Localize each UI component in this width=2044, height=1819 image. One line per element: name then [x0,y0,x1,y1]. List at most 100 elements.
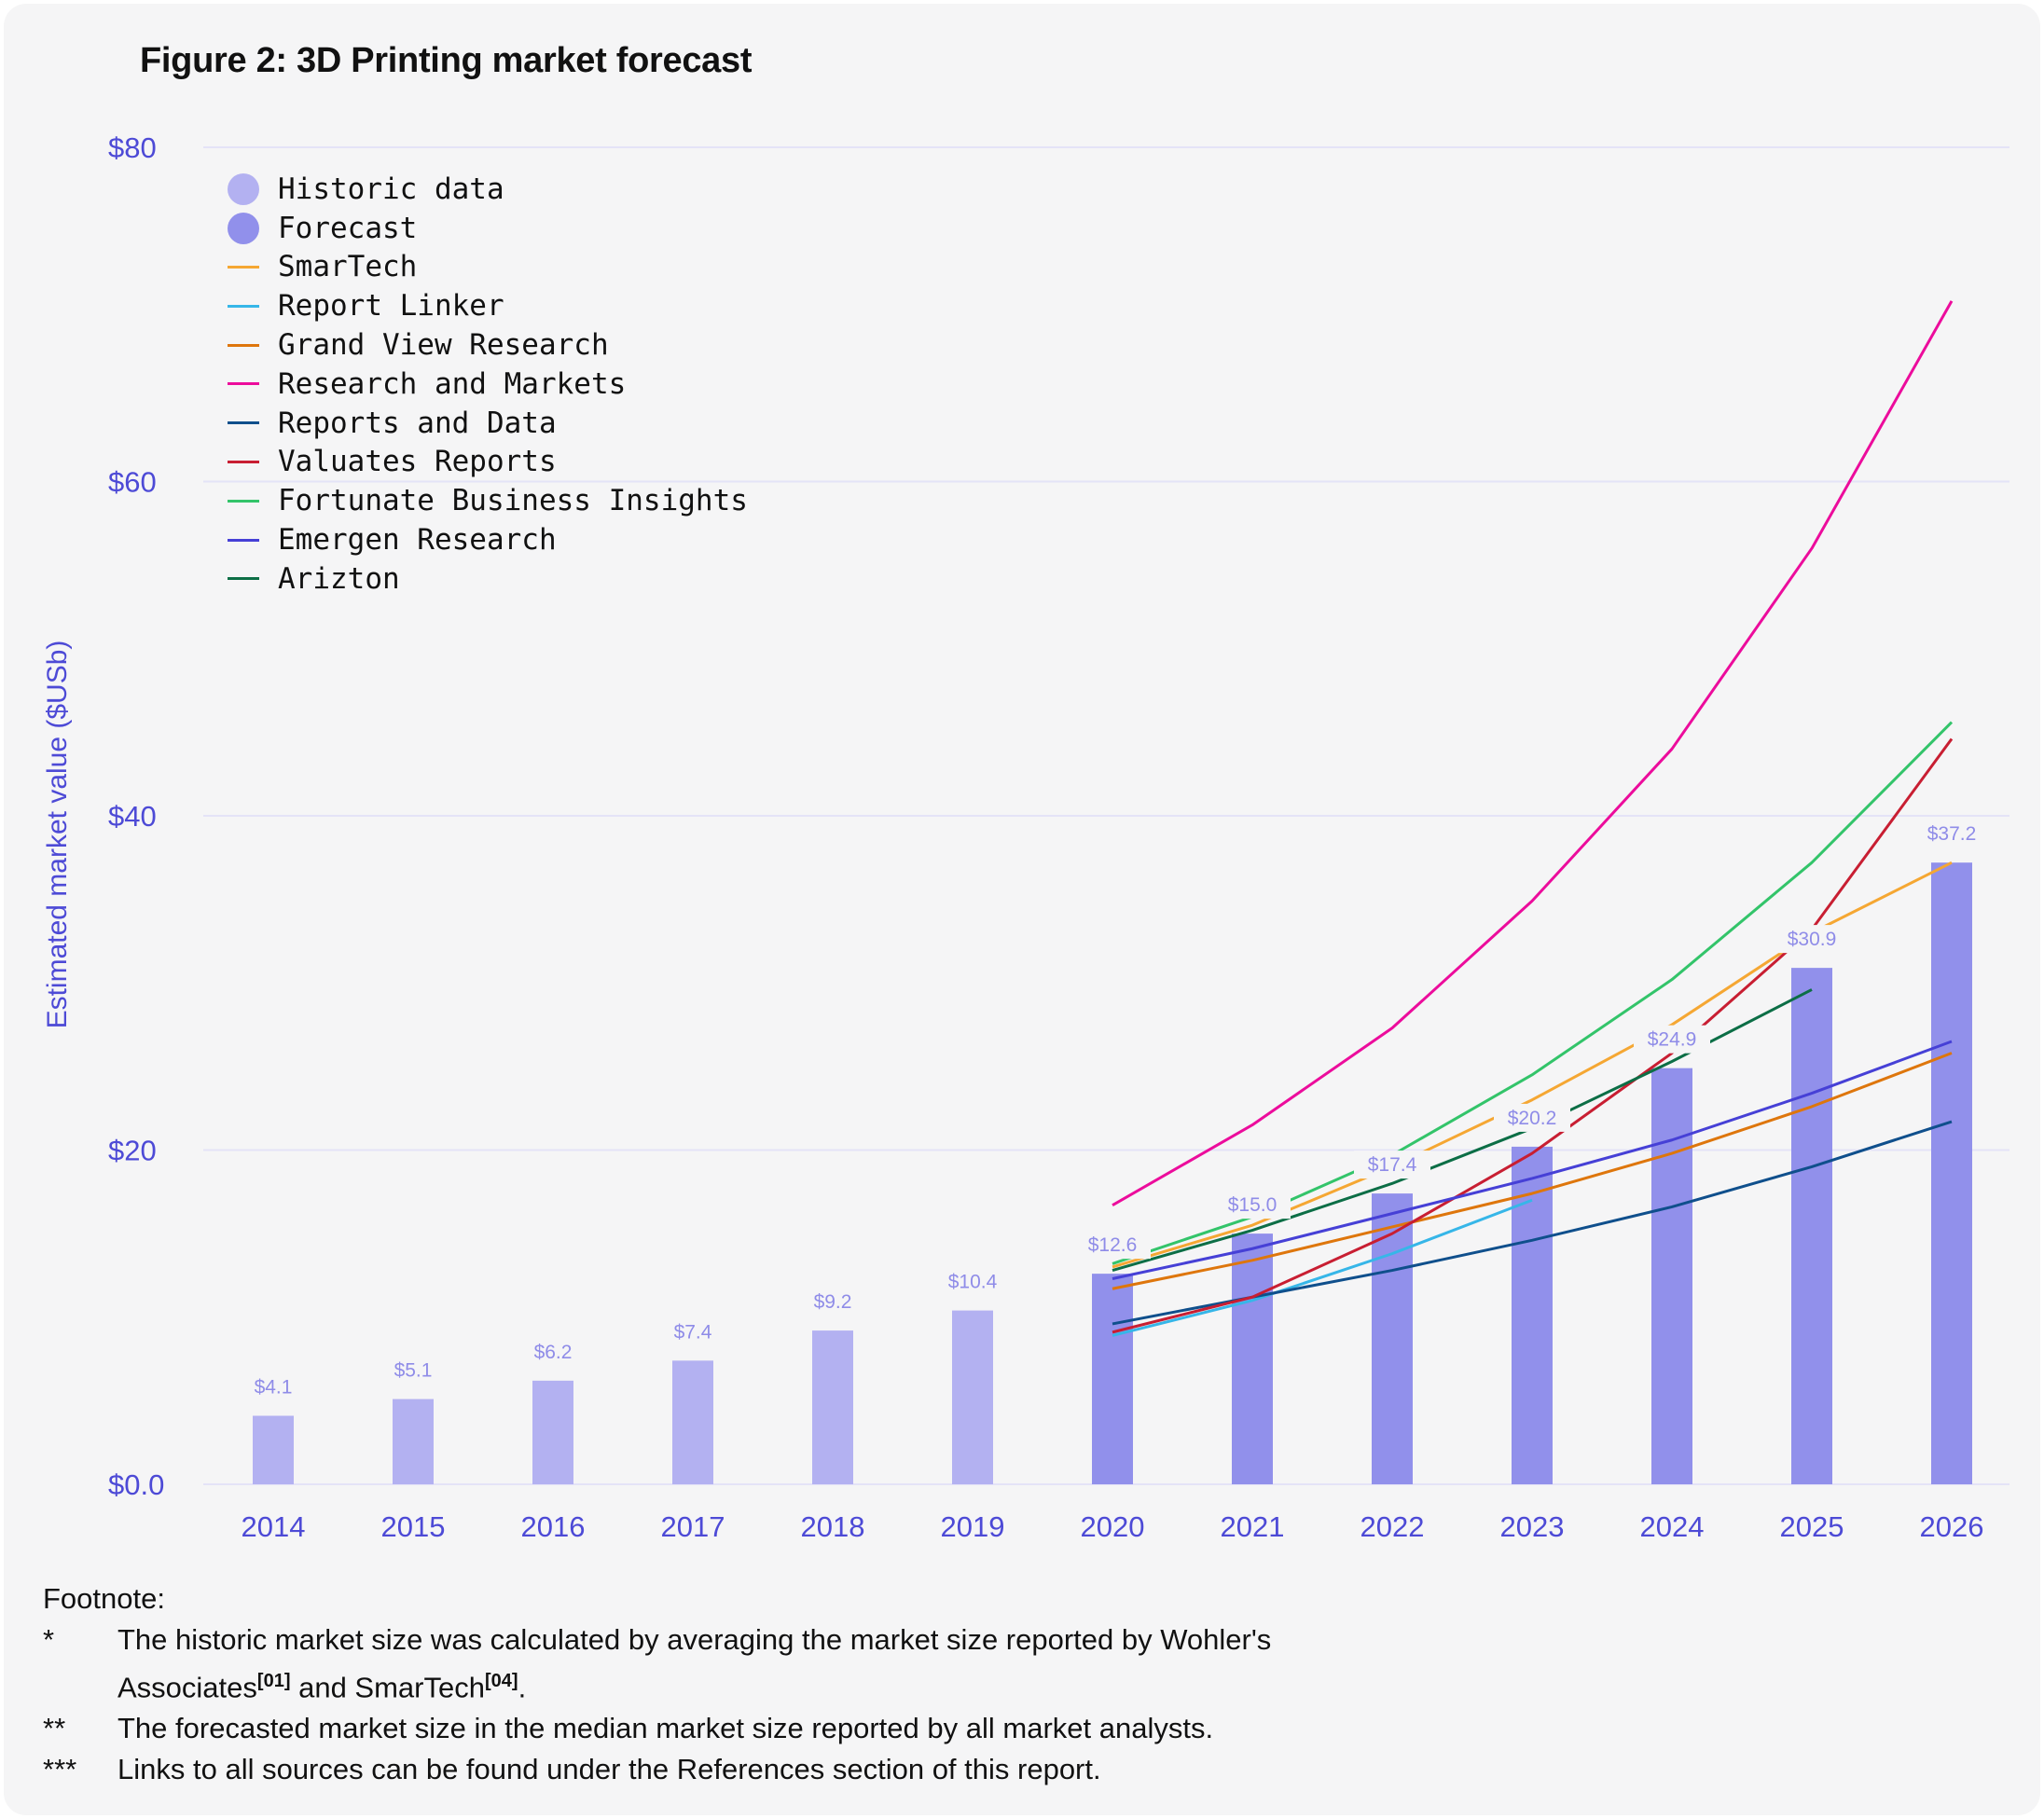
legend-item: Fortunate Business Insights [228,481,748,520]
data-label: $6.2 [534,1342,573,1363]
series-line-report-linker [1112,1198,1533,1337]
historic-bar [393,1399,434,1484]
x-tick-label: 2015 [381,1510,446,1543]
legend-swatch [228,212,259,244]
footnote-text-part: The historic market size was calculated … [117,1623,1272,1704]
x-tick-label: 2016 [521,1510,586,1543]
x-tick-label: 2018 [801,1510,865,1543]
y-tick-label: $20 [108,1135,157,1167]
legend-item: Arizton [228,559,748,599]
data-label: $17.4 [1368,1154,1417,1176]
data-label-background [1634,1025,1710,1054]
legend-line-icon [228,265,259,269]
footnote-item: ** The forecasted market size in the med… [43,1708,1442,1749]
forecast-bar [1372,1193,1413,1484]
legend-swatch [228,304,259,308]
footnote: Footnote: * The historic market size was… [43,1578,1442,1790]
legend-label: Research and Markets [278,366,627,401]
footnote-item: *** Links to all sources can be found un… [43,1749,1442,1790]
legend-item: Research and Markets [228,365,748,404]
footnote-marker: * [43,1623,55,1656]
footnote-text: Links to all sources can be found under … [117,1753,1101,1786]
x-tick-label: 2019 [941,1510,1005,1543]
footnote-heading: Footnote: [43,1582,165,1615]
legend-swatch [228,265,259,269]
historic-bar [812,1330,853,1484]
footnote-text: The historic market size was calculated … [117,1619,1442,1708]
legend-label: Emergen Research [278,523,557,558]
legend-item: SmarTech [228,248,748,287]
historic-bar [672,1360,713,1484]
chart-plot: $0.0 $20 $40 $60 $80 2014 2015 2016 2017 2018 2019… [108,131,2009,1543]
data-label: $4.1 [255,1377,293,1399]
forecast-bar [1512,1146,1553,1484]
legend-line-icon [228,304,259,308]
forecast-bar [1931,862,1972,1484]
footnote-text-part: and SmarTech [290,1671,485,1704]
legend-line-icon [228,499,259,503]
legend-swatch [228,460,259,463]
legend-label: Grand View Research [278,328,609,363]
legend-label: Historic data [278,172,504,206]
legend-swatch [228,421,259,425]
footnote-marker: *** [43,1753,77,1786]
x-tick-label: 2025 [1780,1510,1844,1543]
legend-dot-icon [228,212,259,244]
data-label-background [1774,925,1850,954]
data-label: $30.9 [1788,929,1837,950]
x-tick-label: 2014 [242,1510,306,1543]
reference-01[interactable]: [01] [256,1671,291,1691]
footnote-text: The forecasted market size in the median… [117,1712,1214,1745]
legend-line-icon [228,382,259,386]
data-label: $7.4 [674,1321,712,1343]
data-label: $20.2 [1508,1108,1557,1129]
x-tick-label: 2024 [1640,1510,1705,1543]
legend-item: Forecast [228,209,748,248]
data-label-background [1074,1231,1151,1260]
legend-swatch [228,343,259,347]
y-tick-label: $60 [108,466,157,499]
forecast-bar [1232,1233,1273,1484]
legend-line-icon [228,538,259,542]
legend-label: Fortunate Business Insights [278,484,748,518]
data-label: $15.0 [1228,1194,1278,1216]
x-tick-label: 2017 [661,1510,725,1543]
data-label-background [1913,820,1990,848]
series-line-emergen-research [1112,1040,1953,1280]
data-label: $12.6 [1088,1234,1138,1256]
legend-swatch [228,577,259,581]
reference-04[interactable]: [04] [484,1671,518,1691]
legend-swatch [228,499,259,503]
legend-label: Report Linker [278,289,504,324]
legend-item: Historic data [228,170,748,209]
data-label: $5.1 [394,1360,433,1382]
legend-item: Reports and Data [228,404,748,443]
legend-line-icon [228,421,259,425]
data-label: $10.4 [948,1272,998,1293]
footnote-text-part: . [518,1671,527,1704]
forecast-bar [1092,1274,1133,1484]
legend-item: Emergen Research [228,520,748,559]
legend-label: Arizton [278,561,400,596]
legend-swatch [228,172,259,205]
legend-label: Valuates Reports [278,445,557,479]
forecast-bar [1651,1068,1692,1484]
data-label: $37.2 [1927,823,1977,845]
legend-item: Valuates Reports [228,443,748,482]
series-line-research-and-markets [1112,300,1954,1206]
y-tick-label: $0.0 [108,1468,164,1501]
data-label-background [1494,1103,1570,1132]
historic-bar [952,1310,993,1484]
legend-label: Reports and Data [278,406,557,440]
legend-label: Forecast [278,211,418,245]
legend-label: SmarTech [278,250,418,284]
y-tick-label: $80 [108,131,157,164]
x-tick-label: 2022 [1360,1510,1425,1543]
x-tick-label: 2020 [1081,1510,1145,1543]
y-tick-label: $40 [108,800,157,833]
legend-line-icon [228,577,259,581]
chart-legend: Historic data Forecast SmarTech Report Link… [228,170,748,599]
legend-swatch [228,382,259,386]
data-label-background [1354,1151,1430,1179]
legend-swatch [228,538,259,542]
